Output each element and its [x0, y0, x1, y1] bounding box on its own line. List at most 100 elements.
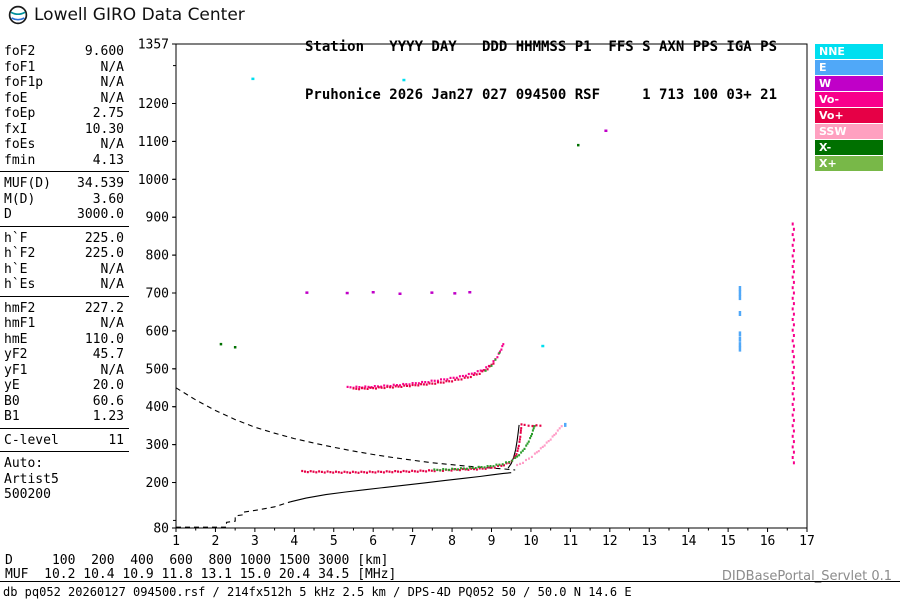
distance-row: D 100 200 400 600 800 1000 1500 3000 [km…	[5, 553, 389, 568]
series-fitted-trace-cusp	[507, 424, 520, 469]
param-value: N/A	[100, 362, 124, 378]
param-label: M(D)	[4, 191, 36, 207]
legend-e: E	[815, 60, 883, 75]
x-tick-label: 6	[369, 534, 377, 549]
header-record-values: Pruhonice 2026 Jan27 027 094500 RSF 1 71…	[305, 87, 778, 103]
param-row-hmf2: hmF2 227.2	[4, 301, 124, 317]
legend-vo: Vo+	[815, 108, 883, 123]
param-value: 227.2	[84, 300, 124, 316]
x-tick-label: 8	[448, 534, 456, 549]
param-value: 1.23	[92, 409, 124, 424]
param-label: h`F2	[4, 246, 36, 261]
logo-text: Lowell GIRO Data Center	[34, 5, 245, 25]
y-tick-label: 1357	[138, 38, 169, 53]
param-label: yE	[4, 378, 20, 393]
series-rfi-column	[791, 222, 795, 465]
header-column-titles: Station YYYY DAY DDD HHMMSS P1 FFS S AXN…	[305, 39, 778, 55]
param-label: hmE	[4, 331, 28, 347]
x-tick-label: 11	[563, 534, 579, 549]
plot-frame	[175, 43, 808, 529]
parameter-group: C-level 11	[0, 433, 129, 452]
x-tick-label: 3	[251, 534, 259, 549]
station-header: Station YYYY DAY DDD HHMMSS P1 FFS S AXN…	[305, 7, 777, 119]
param-value: 2.75	[92, 106, 124, 121]
param-value: N/A	[100, 75, 124, 90]
param-row-hf2: h`F2 225.0	[4, 246, 124, 262]
param-label: MUF(D)	[4, 176, 51, 191]
y-tick-label: 1000	[138, 173, 169, 188]
series-true-height-profile	[290, 472, 512, 503]
param-value: 60.6	[92, 393, 124, 409]
series-muf-transmission-curve	[175, 387, 516, 471]
x-tick-label: 13	[641, 534, 657, 549]
param-value: 34.539	[77, 176, 124, 191]
autoscaling-block: Auto: Artist5 500200	[0, 456, 129, 503]
param-value: 45.7	[92, 347, 124, 362]
param-row-d: D 3000.0	[4, 207, 124, 223]
auto-line: Artist5	[4, 471, 59, 487]
x-tick-label: 10	[523, 534, 539, 549]
legend-x: X-	[815, 140, 883, 155]
param-row-hes: h`Es N/A	[4, 277, 124, 293]
servlet-version: DIDBasePortal_Servlet 0.1	[721, 569, 892, 584]
x-tick-label: 15	[720, 534, 736, 549]
x-tick-label: 4	[290, 534, 298, 549]
param-label: h`Es	[4, 277, 36, 292]
x-axis: 1 2 3 4 5 6 7 8 9 10 11 12 13 14 15 16 17	[172, 528, 815, 549]
y-tick-label: 600	[146, 324, 169, 339]
param-label: B1	[4, 409, 20, 424]
series-f-trace-x-outer	[516, 425, 563, 467]
param-value: 20.0	[92, 378, 124, 393]
x-tick-label: 5	[330, 534, 338, 549]
param-row-foep: foEp 2.75	[4, 106, 124, 122]
series-sporadic-darkgreen	[219, 143, 580, 349]
param-label: hmF2	[4, 300, 36, 316]
auto-line: 500200	[4, 487, 51, 502]
param-row-foe: foE N/A	[4, 91, 124, 107]
param-value: 3.60	[92, 191, 124, 207]
legend-nne: NNE	[815, 44, 883, 59]
param-value: N/A	[100, 137, 124, 152]
param-label: C-level	[4, 432, 59, 448]
param-row-ye: yE 20.0	[4, 378, 124, 394]
param-label: yF1	[4, 362, 28, 378]
param-row-fof1: foF1 N/A	[4, 60, 124, 76]
parameter-group: MUF(D) 34.539 M(D) 3.60 D 3000.0	[0, 176, 129, 227]
param-row-foes: foEs N/A	[4, 137, 124, 153]
param-row-md: M(D) 3.60	[4, 192, 124, 208]
series-sporadic-magenta	[305, 129, 608, 295]
param-label: B0	[4, 393, 20, 409]
echo-type-legend: NNE E W Vo- Vo+ SSW X- X+	[815, 44, 883, 171]
parameter-group: hmF2 227.2 hmF1 N/A hmE 110.0 yF2 45.7 yF1 N/A yE 2…	[0, 301, 129, 429]
param-label: h`E	[4, 261, 28, 277]
series-f-trace-o-tip	[523, 423, 542, 428]
y-axis: 1357 1200 1100 1000 900 800 700 600 500 400 300 200…	[138, 38, 176, 537]
param-row-he: h`E N/A	[4, 262, 124, 278]
param-value: N/A	[100, 59, 124, 75]
series-rfi-blue	[738, 286, 742, 352]
y-tick-label: 700	[146, 287, 169, 302]
legend-ssw: SSW	[815, 124, 883, 139]
param-value: 11	[108, 432, 124, 448]
series-f-trace-o	[301, 423, 523, 474]
y-tick-label: 400	[146, 400, 169, 415]
param-row-fxi: fxI 10.30	[4, 122, 124, 138]
x-tick-label: 12	[602, 534, 618, 549]
y-tick-label: 900	[146, 211, 169, 226]
param-row-yf2: yF2 45.7	[4, 347, 124, 363]
x-tick-label: 9	[488, 534, 496, 549]
param-value: N/A	[100, 277, 124, 292]
param-row-hf: h`F 225.0	[4, 231, 124, 247]
y-tick-label: 1100	[138, 135, 169, 150]
footer-divider	[0, 581, 900, 582]
giro-logo: Lowell GIRO Data Center	[8, 5, 245, 25]
param-label: yF2	[4, 347, 28, 362]
param-label: hmF1	[4, 316, 36, 331]
param-row-clevel: C-level 11	[4, 433, 124, 449]
x-tick-label: 7	[409, 534, 417, 549]
param-value: 225.0	[84, 246, 124, 261]
param-row-mufd: MUF(D) 34.539	[4, 176, 124, 192]
param-value: 225.0	[84, 230, 124, 246]
param-label: foEp	[4, 106, 36, 121]
